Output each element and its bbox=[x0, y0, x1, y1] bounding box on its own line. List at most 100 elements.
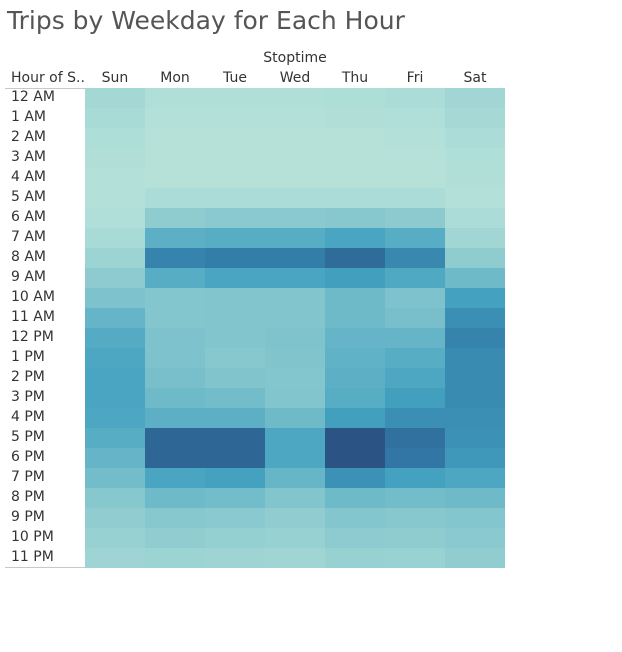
row-label-8-pm: 8 PM bbox=[11, 489, 45, 505]
heatmap-cell-mon-2-pm bbox=[145, 368, 205, 388]
heatmap-cell-fri-3-am bbox=[385, 148, 445, 168]
column-group-label: Stoptime bbox=[263, 50, 327, 66]
heatmap-cell-thu-4-am bbox=[325, 168, 385, 188]
heatmap-cell-wed-8-pm bbox=[265, 488, 325, 508]
heatmap-cell-mon-6-pm bbox=[145, 448, 205, 468]
heatmap-cell-fri-11-am bbox=[385, 308, 445, 328]
heatmap-cell-mon-1-pm bbox=[145, 348, 205, 368]
heatmap-cell-thu-1-am bbox=[325, 108, 385, 128]
heatmap-cell-thu-1-pm bbox=[325, 348, 385, 368]
heatmap-cell-sun-11-am bbox=[85, 308, 145, 328]
heatmap-cell-sun-3-am bbox=[85, 148, 145, 168]
heatmap-cell-fri-7-pm bbox=[385, 468, 445, 488]
column-label-sun: Sun bbox=[101, 70, 129, 86]
heatmap-cell-fri-10-pm bbox=[385, 528, 445, 548]
heatmap-cell-thu-2-pm bbox=[325, 368, 385, 388]
heatmap-grid bbox=[85, 88, 505, 568]
heatmap-cell-mon-3-pm bbox=[145, 388, 205, 408]
heatmap-cell-fri-2-pm bbox=[385, 368, 445, 388]
heatmap-cell-wed-11-am bbox=[265, 308, 325, 328]
heatmap-cell-fri-8-am bbox=[385, 248, 445, 268]
heatmap-cell-sun-3-pm bbox=[85, 388, 145, 408]
heatmap-cell-wed-4-am bbox=[265, 168, 325, 188]
heatmap-cell-sat-4-am bbox=[445, 168, 505, 188]
heatmap-cell-fri-8-pm bbox=[385, 488, 445, 508]
row-label-7-am: 7 AM bbox=[11, 229, 47, 245]
heatmap-cell-tue-2-pm bbox=[205, 368, 265, 388]
heatmap-cell-tue-8-am bbox=[205, 248, 265, 268]
heatmap-cell-sat-6-pm bbox=[445, 448, 505, 468]
row-label-2-am: 2 AM bbox=[11, 129, 47, 145]
heatmap-cell-sun-6-am bbox=[85, 208, 145, 228]
heatmap-cell-sun-8-pm bbox=[85, 488, 145, 508]
heatmap-cell-wed-6-am bbox=[265, 208, 325, 228]
heatmap-cell-tue-3-pm bbox=[205, 388, 265, 408]
heatmap-cell-sat-2-pm bbox=[445, 368, 505, 388]
heatmap-cell-sun-7-pm bbox=[85, 468, 145, 488]
row-label-8-am: 8 AM bbox=[11, 249, 47, 265]
heatmap-cell-wed-7-pm bbox=[265, 468, 325, 488]
header-divider bbox=[5, 88, 85, 89]
heatmap-cell-thu-6-am bbox=[325, 208, 385, 228]
heatmap-cell-mon-9-pm bbox=[145, 508, 205, 528]
chart-title: Trips by Weekday for Each Hour bbox=[7, 6, 405, 35]
heatmap-cell-sat-9-pm bbox=[445, 508, 505, 528]
row-label-9-am: 9 AM bbox=[11, 269, 47, 285]
row-label-1-pm: 1 PM bbox=[11, 349, 45, 365]
heatmap-cell-sat-12-pm bbox=[445, 328, 505, 348]
heatmap-cell-thu-6-pm bbox=[325, 448, 385, 468]
heatmap-cell-fri-4-pm bbox=[385, 408, 445, 428]
heatmap-cell-thu-7-pm bbox=[325, 468, 385, 488]
heatmap-cell-wed-5-am bbox=[265, 188, 325, 208]
heatmap-cell-fri-10-am bbox=[385, 288, 445, 308]
heatmap-cell-thu-9-pm bbox=[325, 508, 385, 528]
heatmap-cell-sat-10-am bbox=[445, 288, 505, 308]
heatmap-cell-wed-3-am bbox=[265, 148, 325, 168]
heatmap-cell-fri-2-am bbox=[385, 128, 445, 148]
heatmap-cell-sat-7-pm bbox=[445, 468, 505, 488]
heatmap-cell-tue-11-am bbox=[205, 308, 265, 328]
heatmap-cell-mon-12-am bbox=[145, 88, 205, 108]
heatmap-cell-thu-3-pm bbox=[325, 388, 385, 408]
heatmap-cell-tue-12-pm bbox=[205, 328, 265, 348]
heatmap-cell-thu-12-am bbox=[325, 88, 385, 108]
heatmap-cell-tue-7-pm bbox=[205, 468, 265, 488]
heatmap-cell-fri-11-pm bbox=[385, 548, 445, 568]
heatmap-cell-sat-7-am bbox=[445, 228, 505, 248]
heatmap-cell-wed-4-pm bbox=[265, 408, 325, 428]
heatmap-cell-wed-8-am bbox=[265, 248, 325, 268]
heatmap-cell-mon-8-pm bbox=[145, 488, 205, 508]
row-label-6-pm: 6 PM bbox=[11, 449, 45, 465]
heatmap-cell-fri-9-pm bbox=[385, 508, 445, 528]
heatmap-cell-sun-11-pm bbox=[85, 548, 145, 568]
heatmap-cell-mon-8-am bbox=[145, 248, 205, 268]
heatmap-cell-fri-3-pm bbox=[385, 388, 445, 408]
heatmap-cell-sun-10-pm bbox=[85, 528, 145, 548]
heatmap-cell-wed-9-pm bbox=[265, 508, 325, 528]
row-label-9-pm: 9 PM bbox=[11, 509, 45, 525]
heatmap-cell-sun-12-pm bbox=[85, 328, 145, 348]
heatmap-cell-sat-8-pm bbox=[445, 488, 505, 508]
row-label-7-pm: 7 PM bbox=[11, 469, 45, 485]
heatmap-cell-tue-12-am bbox=[205, 88, 265, 108]
heatmap-cell-fri-6-pm bbox=[385, 448, 445, 468]
heatmap-cell-thu-12-pm bbox=[325, 328, 385, 348]
heatmap-cell-fri-7-am bbox=[385, 228, 445, 248]
heatmap-cell-mon-12-pm bbox=[145, 328, 205, 348]
heatmap-cell-thu-7-am bbox=[325, 228, 385, 248]
heatmap-cell-tue-4-pm bbox=[205, 408, 265, 428]
heatmap-cell-thu-11-am bbox=[325, 308, 385, 328]
heatmap-cell-mon-5-am bbox=[145, 188, 205, 208]
heatmap-cell-fri-1-am bbox=[385, 108, 445, 128]
heatmap-cell-tue-4-am bbox=[205, 168, 265, 188]
heatmap-cell-sun-10-am bbox=[85, 288, 145, 308]
heatmap-cell-fri-6-am bbox=[385, 208, 445, 228]
heatmap-cell-mon-10-am bbox=[145, 288, 205, 308]
heatmap-cell-fri-5-am bbox=[385, 188, 445, 208]
heatmap-cell-tue-2-am bbox=[205, 128, 265, 148]
heatmap-cell-sun-9-am bbox=[85, 268, 145, 288]
heatmap-cell-sun-2-am bbox=[85, 128, 145, 148]
heatmap-cell-sat-2-am bbox=[445, 128, 505, 148]
heatmap-cell-wed-7-am bbox=[265, 228, 325, 248]
heatmap-cell-sun-6-pm bbox=[85, 448, 145, 468]
